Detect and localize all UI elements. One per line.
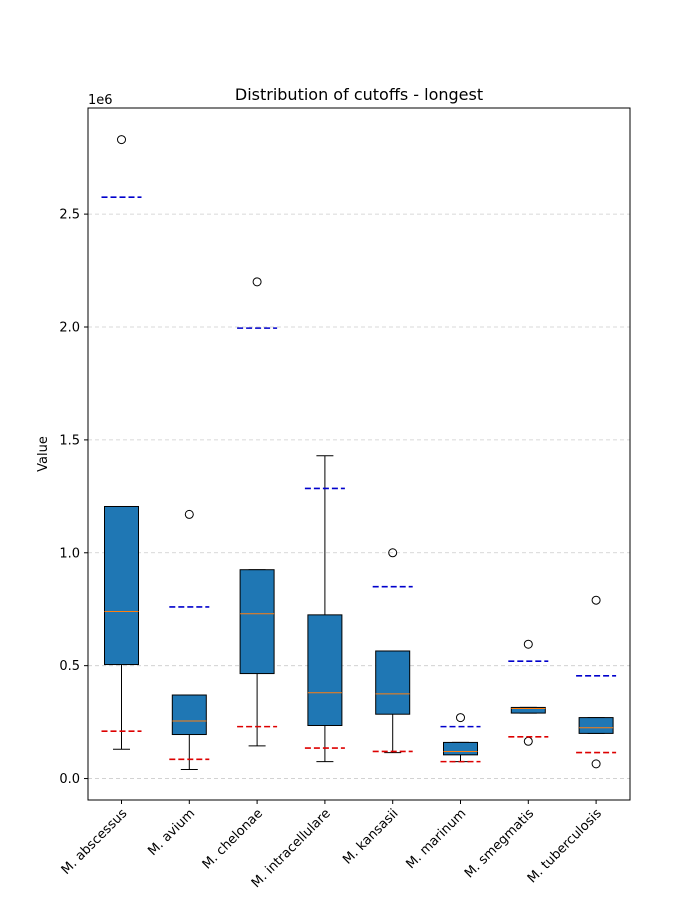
outlier-point <box>591 595 601 605</box>
outlier-point <box>252 277 262 287</box>
y-axis: 0.0 0.5 1.0 1.5 2.0 2.5 <box>59 208 88 787</box>
box-group <box>440 713 481 763</box>
box-group <box>169 509 210 771</box>
box-iqr <box>171 694 207 736</box>
x-tick-label: M. tuberculosis <box>525 806 605 886</box>
outlier-point <box>591 759 601 769</box>
x-tick-label: M. kansasii <box>340 806 401 867</box>
box-group <box>237 277 278 747</box>
x-tick-label: M. abscessus <box>59 806 131 878</box>
outlier-point <box>523 639 533 649</box>
x-tick-label: M. chelonae <box>200 806 266 872</box>
x-tick-label: M. marinum <box>403 806 469 872</box>
y-tick-label: 2.0 <box>59 321 80 336</box>
box-iqr <box>307 614 343 726</box>
box-group <box>101 135 142 750</box>
y-tick-label: 1.0 <box>59 546 80 561</box>
outlier-point <box>523 736 533 746</box>
y-tick-label: 1.5 <box>59 433 80 448</box>
box-iqr <box>104 505 139 666</box>
box-group <box>372 548 413 754</box>
box-iqr <box>510 706 546 714</box>
box-group <box>304 455 345 763</box>
y-axis-offset-text: 1e6 <box>88 93 113 108</box>
boxplots <box>101 135 617 771</box>
chart-title: Distribution of cutoffs - longest <box>235 85 483 104</box>
y-axis-label: Value <box>36 436 51 472</box>
box-iqr <box>375 650 411 715</box>
box-group <box>508 639 549 746</box>
box-iqr <box>239 569 275 675</box>
x-tick-label: M. avium <box>145 806 198 859</box>
x-tick-label: M. smegmatis <box>462 806 537 881</box>
y-tick-label: 0.0 <box>59 772 80 787</box>
box-iqr <box>443 741 478 756</box>
box-group <box>576 595 617 769</box>
outlier-point <box>184 509 194 519</box>
box-iqr <box>578 717 614 734</box>
plot-area-frame <box>87 107 631 801</box>
outlier-point <box>456 713 465 723</box>
outlier-point <box>388 548 398 558</box>
y-tick-label: 0.5 <box>59 659 80 674</box>
outlier-point <box>117 135 126 145</box>
grid-lines <box>88 213 630 779</box>
y-tick-label: 2.5 <box>59 208 80 223</box>
